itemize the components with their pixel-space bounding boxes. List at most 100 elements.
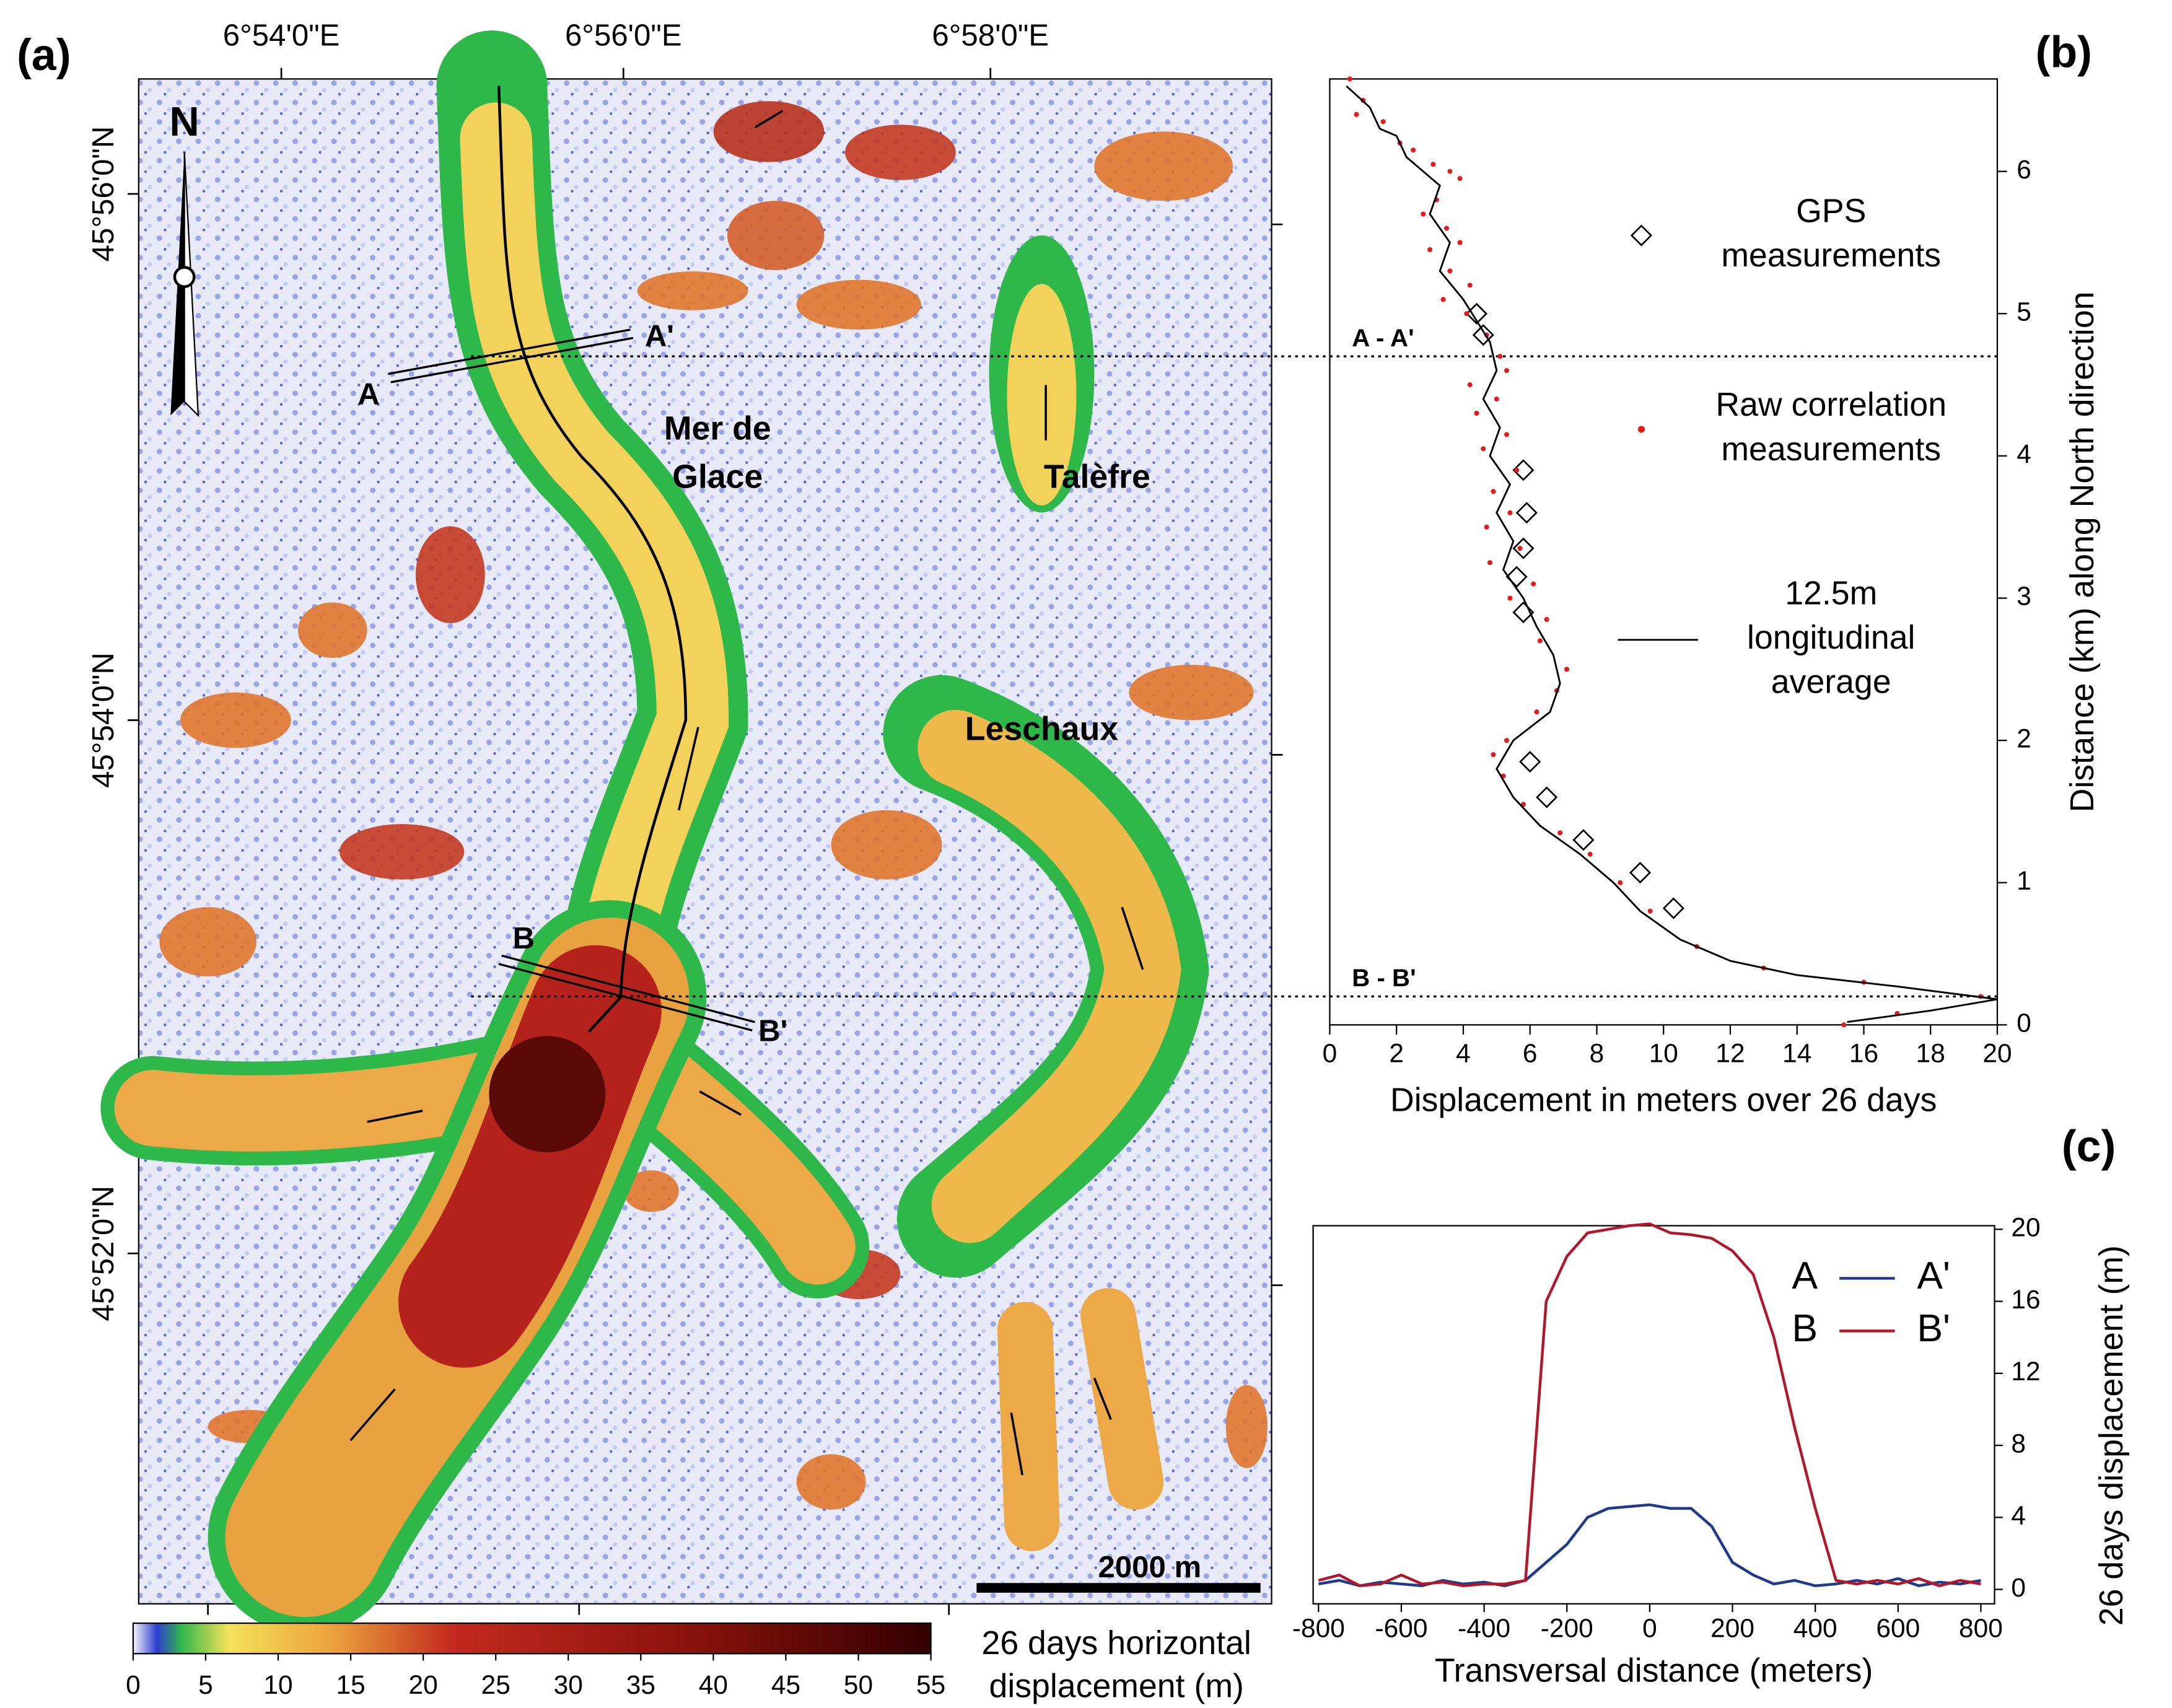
x-tick-label: 400 — [1793, 1613, 1837, 1642]
map-annotation: 2000 m — [1098, 1550, 1201, 1584]
raw-point — [1491, 752, 1495, 757]
raw-point — [1458, 176, 1463, 181]
colorbar-tick-label: 20 — [409, 1670, 438, 1699]
raw-point — [1354, 112, 1359, 117]
map-annotation: Talèfre — [1044, 458, 1150, 496]
y-tick-label: 4 — [2017, 439, 2031, 468]
raw-point — [1484, 525, 1489, 530]
x-tick-label: -800 — [1292, 1613, 1345, 1642]
raw-point — [1648, 909, 1653, 914]
gps-point — [1664, 898, 1683, 918]
y-tick-label: 5 — [2017, 297, 2031, 326]
raw-point — [1538, 638, 1543, 643]
raw-point — [1468, 282, 1473, 287]
x-tick-label: -400 — [1458, 1613, 1510, 1642]
raw-point — [1544, 617, 1549, 622]
y-axis-label: Distance (km) along North direction — [2064, 292, 2101, 813]
average-line — [1346, 86, 1997, 1022]
y-tick-label: 16 — [2011, 1285, 2040, 1314]
lat-tick-label: 45°54'0"N — [86, 652, 120, 788]
x-tick-label: 6 — [1523, 1039, 1538, 1068]
x-tick-label: 600 — [1876, 1613, 1920, 1642]
map-image — [128, 68, 1282, 1654]
raw-point — [1507, 510, 1512, 515]
raw-point — [1487, 560, 1492, 565]
lon-tick-label: 6°58'0"E — [932, 18, 1049, 52]
raw-point — [1497, 354, 1502, 359]
legend-label: A — [1792, 1254, 1818, 1297]
y-tick-label: 1 — [2017, 866, 2031, 895]
raw-point — [1441, 297, 1446, 302]
x-tick-label: 4 — [1456, 1039, 1471, 1068]
map-annotation: Mer de — [664, 409, 771, 447]
raw-point — [1447, 268, 1452, 273]
y-tick-label: 0 — [2017, 1009, 2031, 1038]
raw-point — [1474, 411, 1479, 416]
y-tick-label: 20 — [2011, 1213, 2040, 1242]
colorbar-tick-label: 15 — [336, 1670, 365, 1699]
colorbar-tick-label: 35 — [626, 1670, 655, 1699]
colorbar-tick-label: 55 — [916, 1670, 945, 1699]
raw-point — [1421, 212, 1425, 217]
map-annotation: A' — [645, 318, 674, 353]
raw-point — [1430, 162, 1435, 167]
raw-point — [1504, 738, 1509, 743]
reference-label: B - B' — [1352, 964, 1416, 992]
x-tick-label: -600 — [1375, 1613, 1427, 1642]
raw-point — [1494, 396, 1499, 401]
colorbar-tick-label: 50 — [844, 1670, 873, 1699]
x-tick-label: 12 — [1715, 1039, 1745, 1068]
raw-point — [1481, 446, 1486, 451]
x-tick-label: 18 — [1916, 1039, 1945, 1068]
legend-label: A' — [1917, 1254, 1950, 1297]
colorbar-label: 26 days horizontal — [982, 1624, 1251, 1662]
colorbar-tick-label: 5 — [198, 1670, 213, 1699]
x-tick-label: 14 — [1782, 1039, 1811, 1068]
raw-point — [1504, 432, 1509, 437]
legend-label: B' — [1917, 1307, 1950, 1350]
legend-swatch — [1632, 226, 1651, 245]
colorbar — [133, 1623, 931, 1653]
x-axis-label: Displacement in meters over 26 days — [1390, 1082, 1937, 1119]
panel-label: (b) — [2036, 27, 2092, 77]
panel-label: (c) — [2062, 1121, 2116, 1171]
map-annotation: B — [513, 921, 535, 955]
figure: (a)6°54'0"E6°56'0"E6°58'0"E45°56'0"N45°5… — [0, 0, 2172, 1705]
transect-line — [1318, 1505, 1981, 1586]
colorbar-tick-label: 10 — [263, 1670, 292, 1699]
scale-bar — [976, 1583, 1260, 1593]
colorbar-tick-label: 30 — [554, 1670, 583, 1699]
colorbar-tick-label: 25 — [481, 1670, 510, 1699]
raw-point — [1588, 852, 1593, 857]
raw-point — [1841, 1022, 1846, 1027]
x-tick-label: 0 — [1323, 1039, 1338, 1068]
x-tick-label: 8 — [1590, 1039, 1605, 1068]
map-annotation: N — [169, 99, 199, 145]
raw-point — [1531, 582, 1536, 587]
lat-tick-label: 45°52'0"N — [86, 1186, 120, 1321]
map-annotation: Glace — [672, 458, 763, 496]
panel-label: (a) — [17, 30, 71, 80]
gps-point — [1507, 567, 1526, 586]
gps-point — [1574, 830, 1593, 849]
y-tick-label: 3 — [2017, 582, 2031, 611]
gps-point — [1537, 787, 1556, 807]
gps-point — [1513, 538, 1533, 558]
map-annotation: B' — [758, 1014, 787, 1048]
raw-point — [1557, 830, 1562, 835]
y-tick-label: 6 — [2017, 155, 2031, 184]
map-annotation: Leschaux — [965, 711, 1119, 748]
raw-point — [1534, 709, 1539, 714]
gps-point — [1631, 863, 1650, 882]
x-tick-label: 20 — [1982, 1039, 2012, 1068]
y-tick-label: 12 — [2011, 1357, 2040, 1386]
reference-label: A - A' — [1352, 324, 1414, 352]
raw-point — [1507, 595, 1512, 600]
x-tick-label: 10 — [1649, 1039, 1678, 1068]
raw-point — [1514, 468, 1519, 473]
lat-tick-label: 45°56'0"N — [86, 126, 120, 262]
gps-point — [1517, 503, 1536, 522]
raw-point — [1491, 489, 1495, 494]
raw-point — [1447, 169, 1452, 174]
raw-point — [1411, 147, 1416, 152]
